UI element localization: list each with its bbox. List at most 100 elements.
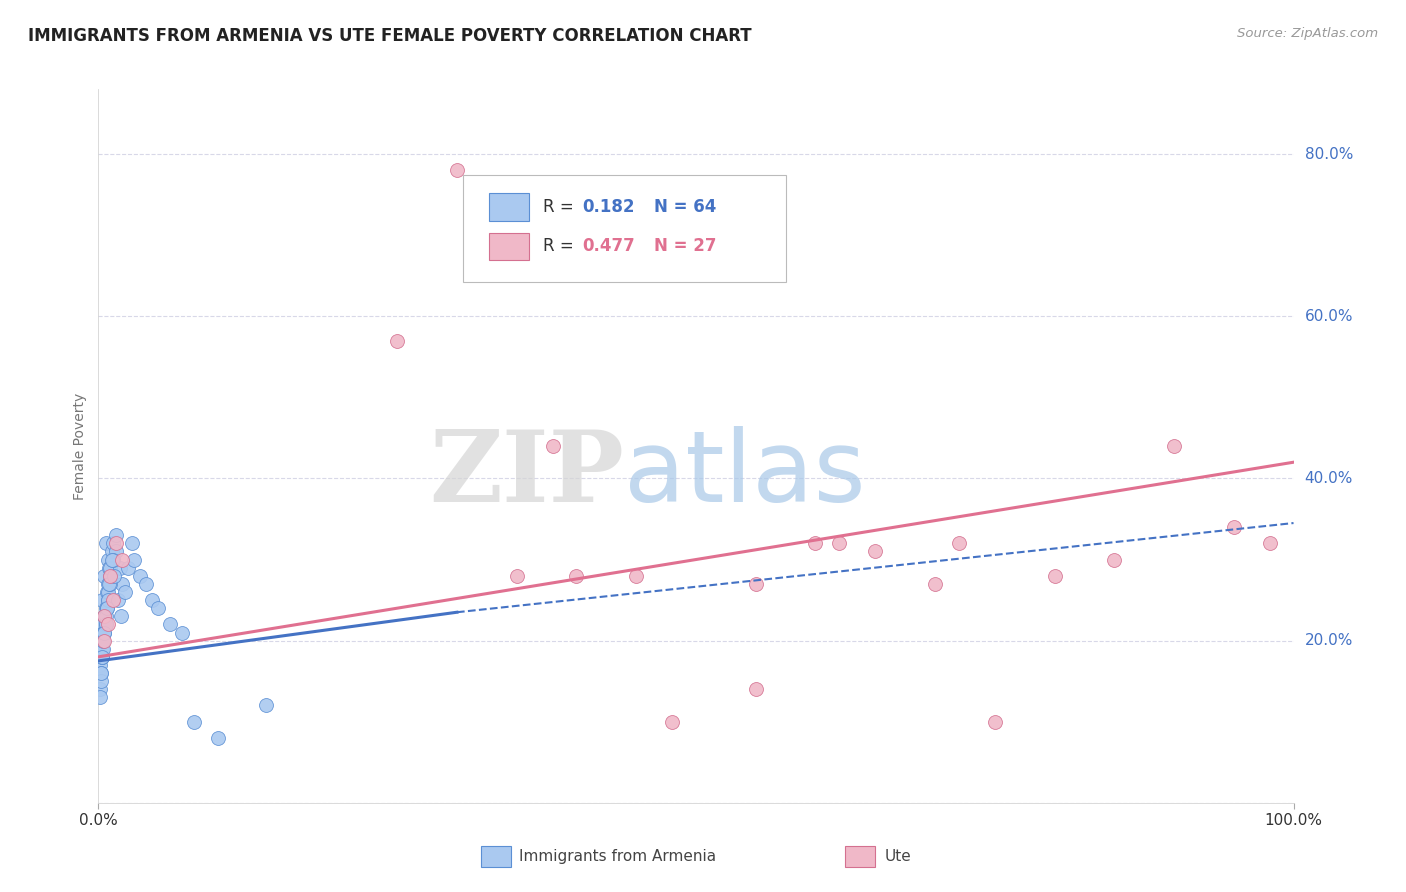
- Point: [98, 568, 122, 582]
- Point: [121, 536, 143, 550]
- Point: [100, 552, 122, 566]
- Point: [135, 577, 157, 591]
- Text: R =: R =: [543, 237, 579, 255]
- Point: [183, 714, 205, 729]
- Text: Ute: Ute: [884, 849, 911, 863]
- Point: [91, 625, 114, 640]
- Point: [1258, 536, 1281, 550]
- Point: [93, 633, 115, 648]
- Point: [124, 552, 146, 566]
- Point: [1043, 568, 1066, 582]
- Point: [91, 649, 114, 664]
- Point: [93, 568, 115, 582]
- Point: [924, 577, 946, 591]
- Point: [97, 585, 120, 599]
- Text: 60.0%: 60.0%: [1305, 309, 1353, 324]
- Point: [100, 544, 122, 558]
- Text: 20.0%: 20.0%: [1305, 633, 1353, 648]
- Point: [948, 536, 970, 550]
- Point: [93, 609, 115, 624]
- Point: [94, 617, 117, 632]
- Point: [159, 617, 181, 632]
- Point: [1222, 520, 1246, 534]
- Point: [90, 666, 112, 681]
- Point: [89, 657, 111, 672]
- Point: [105, 544, 128, 558]
- Point: [108, 560, 131, 574]
- Point: [172, 625, 194, 640]
- Point: [98, 560, 122, 574]
- Point: [94, 609, 117, 624]
- Point: [97, 577, 120, 591]
- Bar: [481, 846, 510, 867]
- Point: [97, 593, 120, 607]
- Point: [91, 641, 114, 656]
- Point: [91, 649, 114, 664]
- Point: [129, 568, 152, 582]
- Point: [117, 560, 139, 574]
- Point: [103, 568, 125, 582]
- Text: N = 27: N = 27: [654, 237, 717, 255]
- Text: N = 64: N = 64: [654, 198, 717, 216]
- Text: 80.0%: 80.0%: [1305, 146, 1353, 161]
- Point: [98, 577, 121, 591]
- Point: [506, 568, 529, 582]
- Text: 0.182: 0.182: [582, 198, 636, 216]
- Point: [97, 552, 120, 566]
- Point: [1163, 439, 1185, 453]
- Point: [93, 625, 115, 640]
- Point: [101, 552, 124, 566]
- Point: [446, 163, 468, 178]
- Point: [828, 536, 851, 550]
- Point: [111, 577, 134, 591]
- Text: R =: R =: [543, 198, 579, 216]
- Point: [101, 552, 124, 566]
- Point: [96, 601, 118, 615]
- Text: atlas: atlas: [624, 426, 866, 523]
- Bar: [489, 233, 529, 260]
- Text: Immigrants from Armenia: Immigrants from Armenia: [519, 849, 716, 863]
- Point: [96, 601, 118, 615]
- Point: [91, 633, 114, 648]
- Point: [983, 714, 1005, 729]
- Point: [661, 714, 683, 729]
- Point: [94, 536, 117, 550]
- Point: [98, 577, 122, 591]
- Point: [804, 536, 827, 550]
- Point: [97, 593, 120, 607]
- Point: [105, 536, 128, 550]
- Point: [94, 617, 117, 632]
- Point: [90, 674, 112, 689]
- Bar: [845, 846, 876, 867]
- Point: [96, 585, 118, 599]
- Point: [541, 439, 564, 453]
- Point: [745, 577, 768, 591]
- FancyBboxPatch shape: [463, 175, 786, 282]
- Point: [91, 649, 114, 664]
- Y-axis label: Female Poverty: Female Poverty: [73, 392, 87, 500]
- Point: [91, 641, 114, 656]
- Point: [745, 682, 768, 697]
- Point: [148, 601, 170, 615]
- Point: [111, 552, 134, 566]
- Point: [254, 698, 277, 713]
- Bar: [489, 194, 529, 220]
- Point: [101, 536, 124, 550]
- Point: [94, 601, 117, 615]
- Point: [97, 617, 120, 632]
- Point: [114, 585, 136, 599]
- Point: [385, 334, 409, 348]
- Point: [90, 666, 112, 681]
- Point: [89, 682, 111, 697]
- Point: [863, 544, 886, 558]
- Point: [101, 593, 124, 607]
- Point: [98, 568, 122, 582]
- Point: [91, 593, 114, 607]
- Point: [90, 633, 112, 648]
- Text: IMMIGRANTS FROM ARMENIA VS UTE FEMALE POVERTY CORRELATION CHART: IMMIGRANTS FROM ARMENIA VS UTE FEMALE PO…: [28, 27, 752, 45]
- Point: [98, 560, 121, 574]
- Point: [141, 593, 163, 607]
- Point: [565, 568, 588, 582]
- Text: ZIP: ZIP: [429, 426, 624, 523]
- Point: [107, 593, 129, 607]
